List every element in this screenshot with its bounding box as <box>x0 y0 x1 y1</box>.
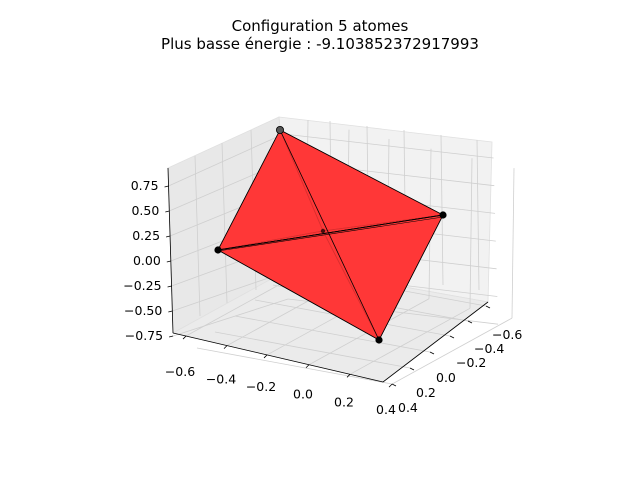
tick-label: 0.4 <box>376 402 396 417</box>
chart-title: Configuration 5 atomes Plus basse énergi… <box>0 17 640 53</box>
x-axis-line <box>172 332 384 383</box>
polyhedron <box>216 129 445 341</box>
chart-subtitle-line: Plus basse énergie : -9.103852372917993 <box>161 35 479 53</box>
tick-label: −0.4 <box>206 372 236 387</box>
tick-label: 0.0 <box>436 370 456 385</box>
tick-mark <box>346 374 351 378</box>
tick-label: −0.75 <box>125 328 163 343</box>
tick-mark <box>165 210 170 213</box>
grid-line <box>511 168 515 319</box>
tick-mark <box>409 367 415 371</box>
tick-mark <box>166 260 171 263</box>
tick-mark <box>429 351 435 355</box>
edge <box>217 214 444 251</box>
grid-line <box>196 347 393 385</box>
grid-line <box>194 155 201 317</box>
tick-mark <box>168 335 174 338</box>
grid-line <box>391 317 513 385</box>
grid-line <box>168 133 284 187</box>
tick-label: 0.25 <box>132 228 160 243</box>
y-axis-line <box>382 301 489 383</box>
tick-mark <box>167 285 172 288</box>
atom-point <box>439 211 447 219</box>
tick-mark <box>485 305 491 309</box>
tick-label: 0.4 <box>398 400 418 415</box>
z-axis-line <box>167 167 174 334</box>
atom-point <box>375 336 383 344</box>
grid-line <box>172 298 289 337</box>
tick-label: 0.2 <box>416 385 436 400</box>
tick-mark <box>388 383 393 388</box>
grid-line <box>349 307 471 375</box>
edge <box>279 129 380 341</box>
tick-label: 0.2 <box>334 394 354 409</box>
tick-mark <box>164 185 169 188</box>
tick-label: 0.00 <box>133 253 161 268</box>
atom-point <box>214 246 222 254</box>
atom-point <box>320 228 326 234</box>
tick-mark <box>165 235 171 238</box>
tick-mark <box>182 335 187 340</box>
grid-line <box>283 133 494 159</box>
tick-label: −0.50 <box>124 303 162 318</box>
tick-mark <box>449 335 455 339</box>
tick-label: −0.2 <box>246 379 276 394</box>
grid-line <box>440 134 444 286</box>
tick-label: −0.6 <box>492 327 522 342</box>
tick-mark <box>223 345 228 349</box>
tick-label: −0.6 <box>165 364 195 379</box>
tick-mark <box>467 320 473 324</box>
axis-ticks: −0.6−0.4 −0.20.00.20.4−0.6−0.4−0.20.00.20… <box>123 178 522 417</box>
grid-line <box>234 315 431 353</box>
grid-line <box>476 139 480 291</box>
grid-line <box>221 142 228 304</box>
chart-title-line: Configuration 5 atomes <box>231 17 409 35</box>
edge <box>217 216 444 252</box>
tick-label: −0.25 <box>123 278 161 293</box>
tick-mark <box>305 364 310 369</box>
atom-point <box>275 126 284 135</box>
tick-mark <box>391 383 397 387</box>
tick-mark <box>168 310 173 313</box>
tick-label: −0.4 <box>474 341 504 356</box>
tick-label: 0.50 <box>131 203 159 218</box>
tick-mark <box>263 354 268 359</box>
tick-label: 0.0 <box>293 387 313 402</box>
grid-line <box>214 331 411 369</box>
tick-label: −0.2 <box>456 355 486 370</box>
tick-label: 0.75 <box>131 178 159 193</box>
